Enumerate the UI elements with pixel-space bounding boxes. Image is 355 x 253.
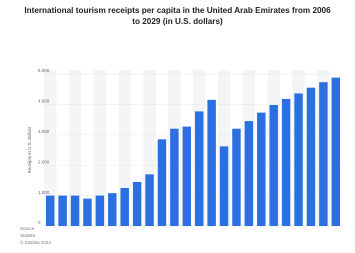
source-name: Statista xyxy=(20,233,36,238)
bar xyxy=(232,128,241,226)
bar xyxy=(108,193,117,226)
bar xyxy=(281,98,291,226)
bar xyxy=(45,195,55,226)
y-tick-label: 0 xyxy=(38,220,41,225)
bar xyxy=(70,195,80,226)
y-tick-label: 1,000 xyxy=(38,190,50,195)
bar xyxy=(194,111,204,226)
bar xyxy=(319,82,328,226)
bar xyxy=(83,198,92,226)
band-stripe xyxy=(44,70,57,226)
bar xyxy=(95,195,105,226)
band-stripe xyxy=(68,70,82,226)
y-axis-label: Receipts in U.S. dollars xyxy=(27,126,32,174)
bar xyxy=(58,195,67,226)
bar xyxy=(331,77,341,226)
bar xyxy=(244,121,254,226)
bar xyxy=(257,112,266,226)
bar xyxy=(170,128,179,226)
bar xyxy=(182,126,192,226)
y-tick-label: 5,000 xyxy=(38,68,50,73)
y-tick-label: 4,000 xyxy=(38,99,50,104)
band-stripe xyxy=(118,70,131,226)
bar xyxy=(294,93,303,227)
source-label: Source xyxy=(20,226,35,231)
bar xyxy=(306,87,316,227)
band-stripe xyxy=(93,70,107,226)
y-tick-label: 2,000 xyxy=(38,159,50,164)
chart-title: International tourism receipts per capit… xyxy=(24,6,331,26)
bar xyxy=(157,139,167,226)
bar xyxy=(207,99,216,226)
bar xyxy=(269,105,278,226)
bar xyxy=(132,181,142,226)
y-tick-label: 3,000 xyxy=(38,129,50,134)
copyright: © Statista 2024 xyxy=(20,239,51,245)
bar xyxy=(219,146,229,226)
bar xyxy=(145,174,154,226)
bar xyxy=(120,188,129,226)
